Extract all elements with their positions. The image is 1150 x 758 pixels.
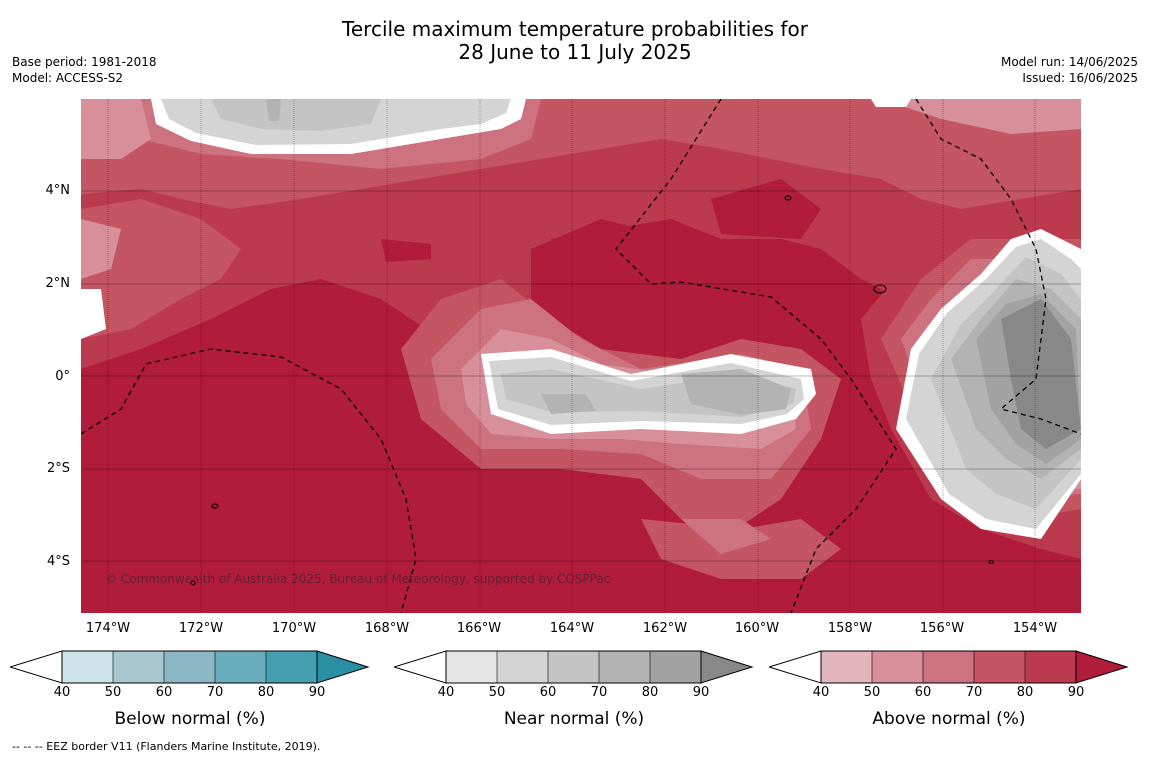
issued-date: Issued: 16/06/2025 [1022, 71, 1138, 85]
x-tick-154w: 154°W [1012, 621, 1058, 636]
cb-above-tick-90: 90 [1067, 685, 1085, 700]
cb-above-title: Above normal (%) [872, 709, 1026, 729]
cb-below-tick-50: 50 [104, 685, 122, 700]
base-period: Base period: 1981-2018 [12, 55, 157, 69]
cb-below-60 [164, 651, 215, 683]
cb-below-tick-60: 60 [155, 685, 173, 700]
cb-above-tick-80: 80 [1016, 685, 1034, 700]
cb-near-tick-70: 70 [590, 685, 608, 700]
cb-below-40 [62, 651, 113, 683]
cb-above-tick-50: 50 [863, 685, 881, 700]
cb-near-tick-50: 50 [488, 685, 506, 700]
cb-below-50 [113, 651, 164, 683]
cb-above-tick-70: 70 [965, 685, 983, 700]
eez-footnote: -- -- -- EEZ border V11 (Flanders Marine… [12, 740, 321, 753]
cb-near-tick-40: 40 [437, 685, 455, 700]
cb-above-tick-60: 60 [914, 685, 932, 700]
colorbar-near-normal [392, 650, 754, 688]
x-tick-172w: 172°W [178, 621, 224, 636]
colorbar-above-normal [767, 650, 1129, 688]
y-tick-2n: 2°N [45, 276, 71, 291]
cb-above-tick-40: 40 [812, 685, 830, 700]
cb-below-70 [215, 651, 266, 683]
title-line-1: Tercile maximum temperature probabilitie… [342, 17, 808, 41]
x-tick-156w: 156°W [919, 621, 965, 636]
y-tick-equator: 0° [55, 369, 70, 384]
cb-near-title: Near normal (%) [503, 709, 645, 729]
cb-below-80 [266, 651, 317, 683]
copyright-credit: © Commonwealth of Australia 2025, Bureau… [105, 572, 611, 586]
cb-near-tick-60: 60 [539, 685, 557, 700]
x-tick-174w: 174°W [85, 621, 131, 636]
x-tick-170w: 170°W [271, 621, 317, 636]
x-tick-160w: 160°W [734, 621, 780, 636]
cb-near-tick-90: 90 [692, 685, 710, 700]
y-tick-2s: 2°S [46, 461, 70, 476]
x-tick-166w: 166°W [456, 621, 502, 636]
x-tick-164w: 164°W [549, 621, 595, 636]
cb-below-title: Below normal (%) [114, 709, 266, 729]
cb-below-tick-80: 80 [257, 685, 275, 700]
model-run: Model run: 14/06/2025 [1000, 55, 1138, 69]
meta-right: Model run: 14/06/2025 Issued: 16/06/2025 [1001, 54, 1138, 86]
colorbar-below-normal [8, 650, 370, 688]
cb-below-tick-40: 40 [53, 685, 71, 700]
x-tick-158w: 158°W [827, 621, 873, 636]
probability-map [81, 99, 1081, 613]
cb-below-tick-90: 90 [308, 685, 326, 700]
meta-left: Base period: 1981-2018 Model: ACCESS-S2 [12, 54, 157, 86]
x-tick-168w: 168°W [364, 621, 410, 636]
chart-title: Tercile maximum temperature probabilitie… [0, 18, 1150, 64]
cb-near-tick-80: 80 [641, 685, 659, 700]
model-name: Model: ACCESS-S2 [12, 71, 124, 85]
y-tick-4n: 4°N [45, 183, 71, 198]
cb-below-tick-70: 70 [206, 685, 224, 700]
y-tick-4s: 4°S [46, 554, 70, 569]
x-tick-162w: 162°W [642, 621, 688, 636]
title-line-2: 28 June to 11 July 2025 [458, 40, 692, 64]
